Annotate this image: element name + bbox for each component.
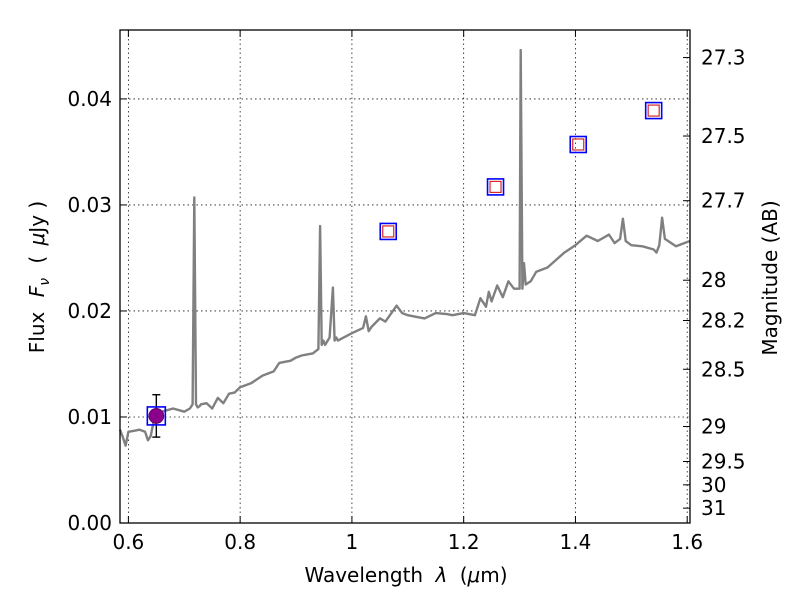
y-axis-label-unit-rest: Jy ): [25, 201, 49, 235]
x-axis-label-unit-rest: m): [480, 563, 507, 587]
x-tick-label: 1.6: [671, 530, 703, 554]
y-tick-label: 0.02: [67, 299, 112, 323]
x-axis-label-unit-mu: μ: [467, 563, 481, 587]
magnitude-tick-label: 29.5: [701, 450, 746, 474]
magnitude-tick-label: 28.5: [701, 357, 746, 381]
magnitude-axis-label: Magnitude (AB): [758, 200, 782, 355]
x-axis-label: Wavelength λ (μm): [304, 563, 507, 587]
y-axis-label-text: Flux: [25, 311, 49, 353]
y-axis-ticks: 0.00 0.01 0.02 0.03 0.04: [67, 87, 127, 535]
x-tick-label: 0.8: [224, 530, 256, 554]
magnitude-tick-label: 31: [701, 496, 726, 520]
grid: [120, 30, 690, 524]
x-tick-label: 0.6: [112, 530, 144, 554]
y-axis-label-subscript: ν: [37, 278, 53, 286]
x-axis-label-symbol: λ: [434, 563, 447, 587]
magnitude-tick-label: 30: [701, 473, 726, 497]
photometry-marker-outer: [379, 222, 398, 241]
y-tick-label: 0.01: [67, 405, 112, 429]
magnitude-tick-label: 28.2: [701, 308, 746, 332]
detection-box: [146, 406, 167, 426]
detection-point: [146, 394, 167, 438]
spectrum-series: [118, 48, 691, 447]
photometry-marker-outer: [486, 178, 505, 196]
y-tick-label: 0.04: [67, 87, 112, 111]
photometry-marker-outer: [644, 101, 663, 120]
photometry-marker-inner: [382, 225, 395, 238]
photometry-marker-inner: [572, 138, 585, 151]
y-tick-label: 0.00: [67, 511, 112, 535]
x-tick-label: 1.2: [448, 530, 480, 554]
detection-marker: [148, 408, 165, 424]
x-axis-label-text: Wavelength: [304, 563, 423, 587]
magnitude-tick-label: 27.7: [701, 189, 746, 213]
magnitude-tick-label: 28: [701, 268, 726, 292]
photometry-marker-outer: [569, 135, 588, 154]
y-axis-label-symbol: F: [25, 285, 49, 297]
magnitude-tick-label: 29: [701, 415, 726, 439]
photometry-points: [379, 101, 663, 241]
y-axis-label: Flux Fν ( μJy ): [25, 201, 54, 353]
photometry-marker-inner: [489, 180, 502, 194]
spectrum-line: [118, 48, 691, 447]
x-tick-label: 1.4: [560, 530, 592, 554]
magnitude-tick-label: 27.5: [701, 124, 746, 148]
x-tick-label: 1: [346, 530, 359, 554]
x-axis-ticks: 0.6 0.8 1 1.2 1.4 1.6: [112, 30, 703, 554]
magnitude-tick-label: 27.3: [701, 46, 746, 70]
x-axis-label-unit-open: (: [460, 563, 468, 587]
y-tick-label: 0.03: [67, 193, 112, 217]
y-axis-label-unit-mu: μ: [25, 233, 49, 247]
photometry-marker-inner: [647, 104, 660, 117]
y-axis-label-unit-open: (: [25, 256, 49, 264]
plot-frame: [119, 29, 691, 524]
